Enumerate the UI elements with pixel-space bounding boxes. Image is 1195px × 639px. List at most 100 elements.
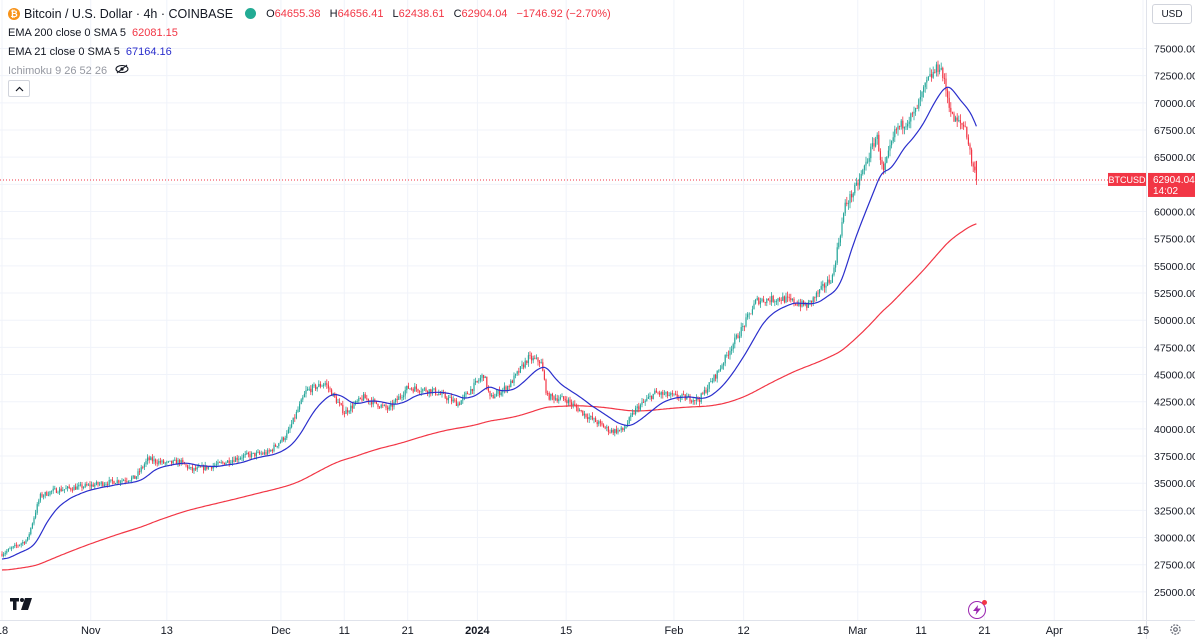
eye-slash-icon[interactable] xyxy=(115,64,129,77)
candle-body xyxy=(211,466,213,469)
candle-body xyxy=(103,484,105,486)
candle-body xyxy=(695,397,697,401)
candle-body xyxy=(134,475,136,479)
tradingview-logo[interactable] xyxy=(10,597,34,614)
candle-body xyxy=(319,383,321,387)
time-axis[interactable]: 18 Nov 13 Dec 11 21 2024 15 Feb 12 Mar 11 21 Apr 15 xyxy=(0,620,1195,638)
candle-body xyxy=(873,143,875,147)
indicator-ichimoku[interactable]: Ichimoku 9 26 52 26 xyxy=(8,61,617,80)
candle-body xyxy=(854,184,856,194)
candle-body xyxy=(881,160,883,164)
candle-body xyxy=(43,495,45,497)
candle-body xyxy=(180,460,182,464)
collapse-legend-button[interactable] xyxy=(8,80,30,97)
symbol-row: ₿ Bitcoin / U.S. Dollar · 4h · COINBASE … xyxy=(8,4,617,23)
candle-body xyxy=(399,396,401,398)
price-tick-label: 30000.00 xyxy=(1154,533,1195,545)
candle-body xyxy=(366,398,368,400)
candle-body xyxy=(129,480,131,482)
candle-body xyxy=(401,397,403,398)
candle-body xyxy=(204,465,206,471)
candle-body xyxy=(313,384,315,386)
candle-body xyxy=(379,406,381,408)
candle-body xyxy=(395,398,397,402)
candle-body xyxy=(337,402,339,403)
candle-body xyxy=(657,392,659,394)
candle-body xyxy=(777,298,779,302)
candle-body xyxy=(428,389,430,394)
candle-body xyxy=(870,146,872,159)
candle-body xyxy=(19,544,21,546)
price-tag-value: 62904.04 xyxy=(1153,175,1195,186)
candle-body xyxy=(329,388,331,390)
candle-body xyxy=(454,399,456,401)
candle-body xyxy=(414,386,416,392)
symbol-title[interactable]: Bitcoin / U.S. Dollar · 4h · COINBASE xyxy=(24,6,234,21)
candle-body xyxy=(772,295,774,302)
candle-body xyxy=(807,302,809,308)
candle-body xyxy=(364,394,366,399)
candle-body xyxy=(587,417,589,420)
candle-body xyxy=(222,462,224,464)
candle-body xyxy=(667,391,669,396)
candle-body xyxy=(740,327,742,337)
candle-body xyxy=(161,460,163,463)
ema21-value: 67164.16 xyxy=(125,45,172,58)
candle-body xyxy=(230,462,232,464)
price-tick-label: 55000.00 xyxy=(1154,261,1195,273)
candle-body xyxy=(267,450,269,455)
candle-body xyxy=(294,417,296,419)
candle-body xyxy=(612,429,614,434)
candle-body xyxy=(108,480,110,485)
candle-body xyxy=(87,484,89,486)
candle-body xyxy=(345,409,347,414)
time-tick-label: 11 xyxy=(915,625,926,637)
candle-body xyxy=(799,303,801,307)
candle-body xyxy=(707,388,709,393)
candle-body xyxy=(945,78,947,91)
bitcoin-icon: ₿ xyxy=(8,7,20,20)
candle-body xyxy=(54,488,56,490)
gear-icon[interactable] xyxy=(1169,623,1182,639)
candle-body xyxy=(559,397,561,400)
candle-body xyxy=(729,350,731,356)
indicator-ema21[interactable]: EMA 21 close 0 SMA 5 67164.16 xyxy=(8,42,617,61)
candle-body xyxy=(380,404,382,408)
candle-body xyxy=(427,391,429,394)
candle-body xyxy=(715,374,717,379)
candle-body xyxy=(571,402,573,406)
candle-body xyxy=(351,405,353,409)
candle-body xyxy=(246,452,248,454)
candle-body xyxy=(78,485,80,487)
candle-body xyxy=(500,392,502,396)
candle-body xyxy=(489,390,491,396)
candle-body xyxy=(763,299,765,303)
candle-body xyxy=(756,298,758,300)
lightning-icon[interactable] xyxy=(968,600,987,619)
candle-body xyxy=(967,137,969,145)
indicator-ema200[interactable]: EMA 200 close 0 SMA 5 62081.15 xyxy=(8,23,617,42)
candle-body xyxy=(750,313,752,315)
candle-body xyxy=(223,462,225,465)
ohlc-values: O64655.38 H64656.41 L62438.61 C62904.04 … xyxy=(266,8,617,20)
candle-body xyxy=(539,361,541,364)
time-tick-label: Apr xyxy=(1046,625,1063,637)
candle-body xyxy=(543,371,545,380)
market-status-icon[interactable] xyxy=(245,8,257,19)
candle-body xyxy=(292,417,294,424)
candle-body xyxy=(795,303,797,305)
candle-body xyxy=(446,397,448,401)
candle-body xyxy=(934,72,936,73)
ohlc-high-label: H xyxy=(329,7,338,20)
candle-body xyxy=(348,411,350,413)
candle-body xyxy=(199,466,201,468)
candle-body xyxy=(975,160,977,180)
candle-body xyxy=(745,317,747,327)
candle-body xyxy=(636,406,638,409)
price-axis[interactable]: 25000.00 27500.00 30000.00 32500.00 35000.00… xyxy=(1146,0,1195,639)
candle-body xyxy=(239,457,241,459)
currency-selector[interactable]: USD xyxy=(1152,4,1192,24)
candle-body xyxy=(206,465,208,469)
